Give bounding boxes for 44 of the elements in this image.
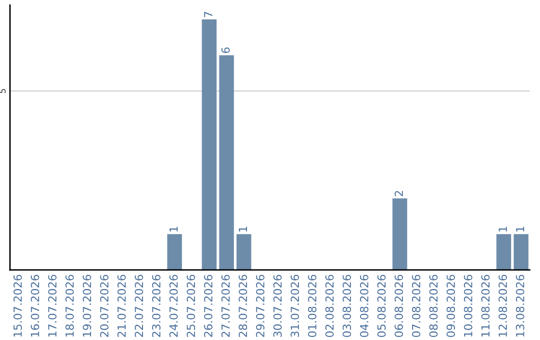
x-tick-label: 19.07.2026	[82, 274, 92, 337]
data-label: 1	[516, 226, 524, 232]
x-tick-label: 01.08.2026	[308, 274, 316, 338]
x-tick-label: 21.07.2026	[117, 274, 126, 337]
x-tick-label: 22.07.2026	[134, 274, 144, 337]
x-tick-label: 15.07.2026	[13, 274, 22, 337]
x-tick-label: 31.07.2026	[290, 274, 300, 337]
x-tick-label: 25.07.2026	[186, 274, 196, 337]
data-label: 1	[498, 226, 507, 232]
x-tick-label: 05.08.2026	[377, 274, 386, 338]
x-tick-label: 16.07.2026	[30, 274, 40, 337]
x-tick-label: 06.08.2026	[394, 274, 404, 338]
x-tick-label: 12.08.2026	[498, 274, 507, 337]
x-tick-label: 28.07.2026	[238, 274, 248, 337]
x-tick-label: 03.08.2026	[342, 274, 352, 338]
x-tick-label: 29.07.2026	[256, 274, 264, 337]
bar	[219, 55, 234, 270]
x-tick-label: 08.08.2026	[429, 274, 438, 338]
x-tick-label: 27.07.2026	[221, 274, 230, 337]
bar	[496, 234, 512, 270]
x-tick-label: 17.07.2026	[48, 274, 57, 337]
bar	[514, 234, 528, 270]
x-tick-label: 23.07.2026	[152, 274, 160, 337]
x-tick-label: 13.08.2026	[516, 274, 524, 337]
x-tick-label: 09.08.2026	[446, 274, 455, 338]
data-label: 1	[238, 226, 247, 232]
x-tick-label: 26.07.2026	[204, 274, 212, 337]
bar	[392, 198, 408, 270]
data-label: 6	[221, 47, 230, 54]
x-tick-label: 02.08.2026	[325, 274, 334, 338]
bar	[236, 234, 252, 270]
data-label: 7	[204, 12, 212, 18]
data-label: 2	[394, 191, 403, 196]
x-tick-label: 18.07.2026	[65, 274, 74, 337]
bar	[202, 19, 217, 270]
x-tick-label: 04.08.2026	[360, 274, 368, 338]
x-tick-label: 11.08.2026	[481, 274, 490, 337]
x-tick-label: 24.07.2026	[169, 274, 178, 337]
bar	[167, 234, 182, 270]
data-label: 1	[170, 226, 178, 232]
x-tick-label: 10.08.2026	[464, 274, 472, 337]
x-tick-label: 30.07.2026	[273, 274, 282, 337]
x-tick-label: 20.07.2026	[100, 274, 108, 337]
x-tick-label: 07.08.2026	[412, 274, 420, 338]
